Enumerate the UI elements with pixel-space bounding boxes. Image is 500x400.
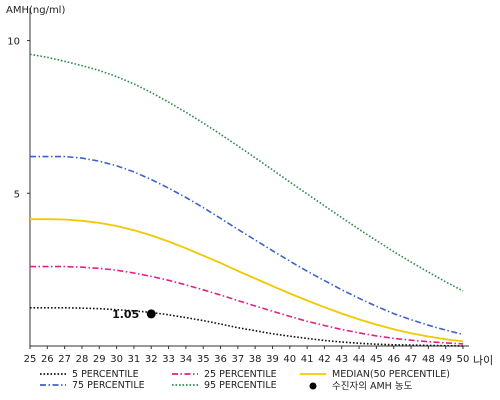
x-tick-label: 27 bbox=[58, 354, 71, 365]
x-tick-label: 36 bbox=[214, 354, 227, 365]
x-tick-label: 45 bbox=[370, 354, 383, 365]
legend: 5 PERCENTILE 25 PERCENTILE MEDIAN(50 PERCE… bbox=[40, 369, 450, 392]
series-line-3 bbox=[30, 218, 464, 343]
x-tick-label: 47 bbox=[405, 354, 418, 365]
y-tick-label: 5 bbox=[14, 189, 20, 200]
x-tick-label: 38 bbox=[249, 354, 262, 365]
axes bbox=[27, 8, 469, 349]
x-tick-label: 42 bbox=[318, 354, 331, 365]
patient-amh-value-label: 1.05 bbox=[112, 308, 139, 321]
patient-amh-point bbox=[146, 309, 156, 319]
legend-label-5: 95 PERCENTILE bbox=[204, 380, 277, 391]
x-tick-label: 39 bbox=[266, 354, 279, 365]
x-tick-label: 33 bbox=[162, 354, 175, 365]
x-tick-label: 37 bbox=[231, 354, 244, 365]
x-tick-label: 49 bbox=[439, 354, 452, 365]
legend-label-4: 75 PERCENTILE bbox=[72, 380, 145, 391]
tick-labels: AMH(ng/ml) 5 10 25 26 27 28 29 30 31 32 33 34 35 36 37 3… bbox=[6, 5, 493, 367]
x-tick-label: 25 bbox=[24, 354, 37, 365]
x-tick-label: 29 bbox=[93, 354, 106, 365]
series-line-2 bbox=[30, 265, 464, 345]
legend-point-label: 수진자의 AMH 농도 bbox=[332, 381, 413, 392]
y-tick-label: 10 bbox=[7, 37, 20, 48]
x-tick-label: 43 bbox=[335, 354, 348, 365]
series-line-1 bbox=[30, 307, 464, 347]
x-tick-label: 30 bbox=[110, 354, 123, 365]
x-tick-label: 41 bbox=[301, 354, 314, 365]
legend-label-1: 5 PERCENTILE bbox=[72, 369, 139, 380]
legend-label-3: MEDIAN(50 PERCENTILE) bbox=[332, 369, 450, 380]
legend-label-2: 25 PERCENTILE bbox=[204, 369, 277, 380]
patient-points: 1.05 bbox=[112, 308, 156, 321]
x-tick-label: 35 bbox=[197, 354, 210, 365]
x-tick-label: 46 bbox=[387, 354, 400, 365]
x-tick-label: 48 bbox=[422, 354, 435, 365]
legend-point-marker bbox=[309, 382, 317, 390]
x-tick-label: 28 bbox=[76, 354, 89, 365]
x-tick-label: 50 bbox=[457, 354, 470, 365]
x-tick-label: 31 bbox=[128, 354, 141, 365]
series-line-4 bbox=[30, 155, 464, 336]
x-tick-label: 40 bbox=[283, 354, 296, 365]
x-tick-label: 44 bbox=[353, 354, 366, 365]
series-line-5 bbox=[29, 53, 464, 292]
x-axis-label: 나이 bbox=[473, 354, 493, 367]
y-axis-label: AMH(ng/ml) bbox=[6, 5, 65, 16]
x-tick-label: 32 bbox=[145, 354, 158, 365]
x-tick-label: 34 bbox=[180, 354, 193, 365]
x-tick-label: 26 bbox=[41, 354, 54, 365]
series-lines bbox=[29, 53, 464, 347]
